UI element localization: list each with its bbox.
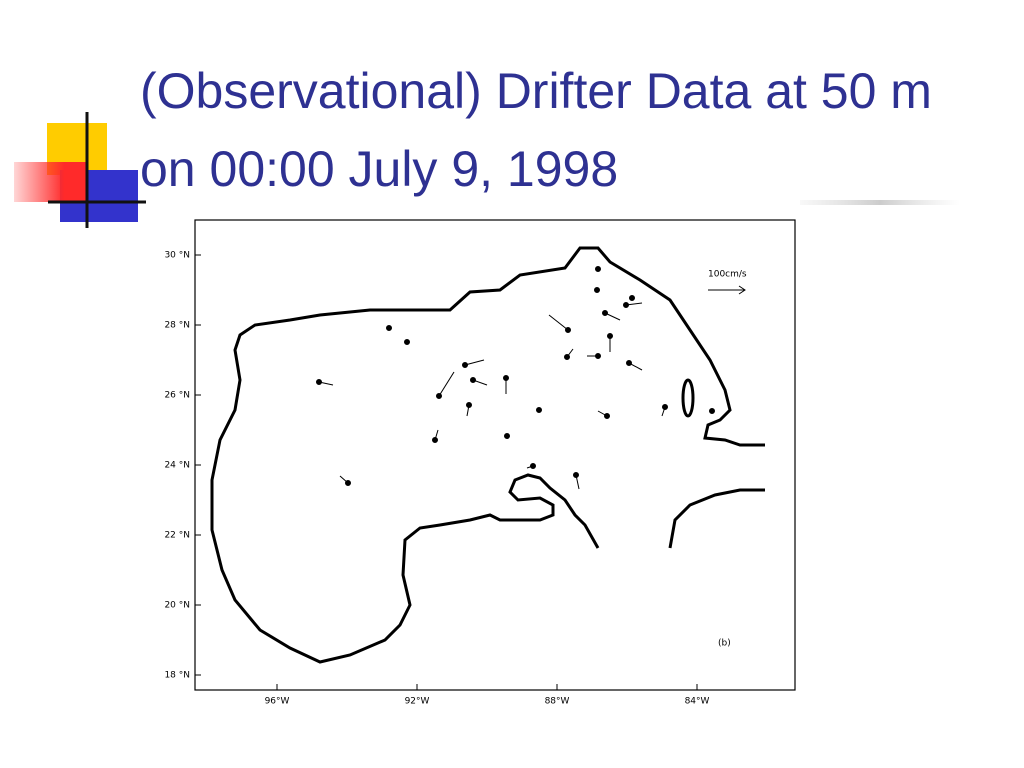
x-tick-label: 88°W (545, 697, 570, 707)
x-tick-label: 92°W (405, 697, 430, 707)
divider (800, 200, 960, 205)
y-tick-label: 18 °N (164, 671, 190, 681)
y-tick-label: 20 °N (164, 601, 190, 611)
cuba-coast (668, 488, 765, 549)
panel-label: (b) (718, 639, 731, 649)
scale-label: 100cm/s (708, 270, 747, 280)
x-tick-label: 96°W (265, 697, 290, 707)
drifters (316, 266, 746, 490)
slide-title: (Observational) Drifter Data at 50 m on … (140, 63, 932, 197)
y-tick-label: 24 °N (164, 461, 190, 471)
y-tick-label: 26 °N (164, 391, 190, 401)
y-tick-label: 22 °N (164, 531, 190, 541)
map: 100cm/s (b) 30 °N 28 °N 26 °N 24 °N 22 °N 20 … (164, 219, 796, 707)
y-tick-label: 28 °N (164, 321, 190, 331)
x-tick-label: 84°W (685, 697, 710, 707)
y-tick-label: 30 °N (164, 251, 190, 261)
coastline (210, 246, 765, 664)
logo-red (14, 162, 86, 202)
island (681, 378, 695, 418)
map-frame (194, 219, 796, 691)
